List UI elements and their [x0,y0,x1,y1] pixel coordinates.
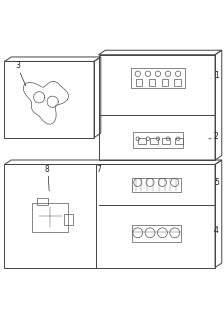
Bar [133,132,183,148]
Text: 8: 8 [45,165,50,174]
Text: 7: 7 [96,165,101,174]
Bar [131,68,185,88]
Bar [162,79,168,86]
Bar [174,79,181,86]
Bar [132,225,181,242]
Text: 2: 2 [214,132,219,141]
Text: 1: 1 [214,71,219,80]
Bar [175,138,183,144]
Bar [37,198,48,205]
Bar [150,138,158,144]
Bar [32,203,68,232]
Text: 5: 5 [214,178,219,187]
Text: 3: 3 [16,61,21,70]
Bar [136,79,142,86]
Bar [149,79,155,86]
Bar [64,214,73,225]
Bar [132,178,181,193]
Text: 4: 4 [214,226,219,235]
Bar [162,138,170,144]
Bar [138,138,146,144]
